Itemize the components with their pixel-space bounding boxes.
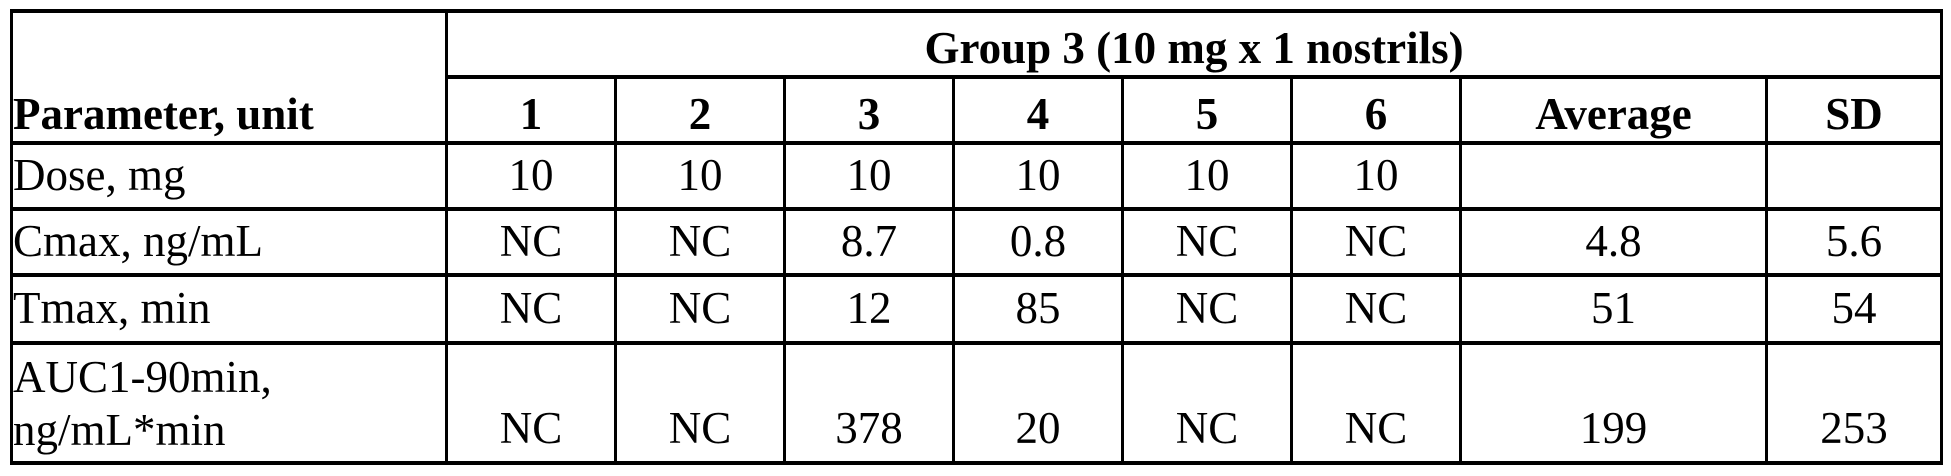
table-row-cmax: Cmax, ng/mL NC NC 8.7 0.8 NC NC 4.8 5.6 (10, 207, 1944, 277)
cell-cmax-5: NC (1121, 207, 1293, 277)
row-label-dose: Dose, mg (10, 141, 448, 211)
row-label-text: Dose, mg (13, 150, 186, 201)
pk-table-container: Parameter, unit Group 3 (10 mg x 1 nostr… (10, 9, 1944, 465)
col-header-subject-4: 4 (952, 75, 1124, 145)
cell-cmax-sd: 5.6 (1764, 207, 1944, 277)
row-label-tmax: Tmax, min (10, 273, 448, 345)
col-header-subject-6: 6 (1290, 75, 1462, 145)
row-label-text-line1: AUC1-90min, (13, 351, 272, 402)
parameter-header-cell: Parameter, unit (10, 9, 448, 145)
col-header-subject-2: 2 (614, 75, 786, 145)
cell-auc-6: NC (1290, 341, 1462, 465)
cell-dose-4: 10 (952, 141, 1124, 211)
row-label-text: Cmax, ng/mL (13, 216, 263, 267)
table-row-auc: AUC1-90min, ng/mL*min NC NC 378 20 NC NC… (10, 341, 1944, 465)
cell-auc-5: NC (1121, 341, 1293, 465)
table-row-tmax: Tmax, min NC NC 12 85 NC NC 51 54 (10, 273, 1944, 345)
cell-dose-2: 10 (614, 141, 786, 211)
col-header-subject-1: 1 (445, 75, 617, 145)
col-header-average: Average (1459, 75, 1768, 145)
row-label-text: Tmax, min (13, 283, 211, 334)
cell-cmax-average: 4.8 (1459, 207, 1768, 277)
cell-auc-4: 20 (952, 341, 1124, 465)
cell-dose-3: 10 (783, 141, 955, 211)
cell-tmax-average: 51 (1459, 273, 1768, 345)
cell-auc-2: NC (614, 341, 786, 465)
cell-cmax-4: 0.8 (952, 207, 1124, 277)
cell-tmax-3: 12 (783, 273, 955, 345)
group-header-cell: Group 3 (10 mg x 1 nostrils) (444, 9, 1944, 79)
cell-dose-1: 10 (445, 141, 617, 211)
cell-tmax-4: 85 (952, 273, 1124, 345)
cell-dose-5: 10 (1121, 141, 1293, 211)
cell-dose-sd (1764, 141, 1944, 211)
table-row-dose: Dose, mg 10 10 10 10 10 10 (10, 141, 1944, 211)
cell-cmax-2: NC (614, 207, 786, 277)
col-header-subject-5: 5 (1121, 75, 1293, 145)
cell-auc-sd: 253 (1764, 341, 1944, 465)
col-header-sd: SD (1764, 75, 1944, 145)
cell-auc-3: 378 (783, 341, 955, 465)
cell-tmax-1: NC (445, 273, 617, 345)
cell-cmax-3: 8.7 (783, 207, 955, 277)
cell-tmax-5: NC (1121, 273, 1293, 345)
row-label-cmax: Cmax, ng/mL (10, 207, 448, 277)
row-label-auc: AUC1-90min, ng/mL*min (10, 341, 448, 465)
cell-tmax-sd: 54 (1764, 273, 1944, 345)
cell-auc-average: 199 (1459, 341, 1768, 465)
col-header-subject-3: 3 (783, 75, 955, 145)
cell-auc-1: NC (445, 341, 617, 465)
pk-table: Parameter, unit Group 3 (10 mg x 1 nostr… (10, 9, 1944, 465)
cell-dose-average (1459, 141, 1768, 211)
cell-tmax-2: NC (614, 273, 786, 345)
cell-cmax-1: NC (445, 207, 617, 277)
cell-tmax-6: NC (1290, 273, 1462, 345)
cell-dose-6: 10 (1290, 141, 1462, 211)
cell-cmax-6: NC (1290, 207, 1462, 277)
row-label-text-line2: ng/mL*min (13, 404, 226, 455)
